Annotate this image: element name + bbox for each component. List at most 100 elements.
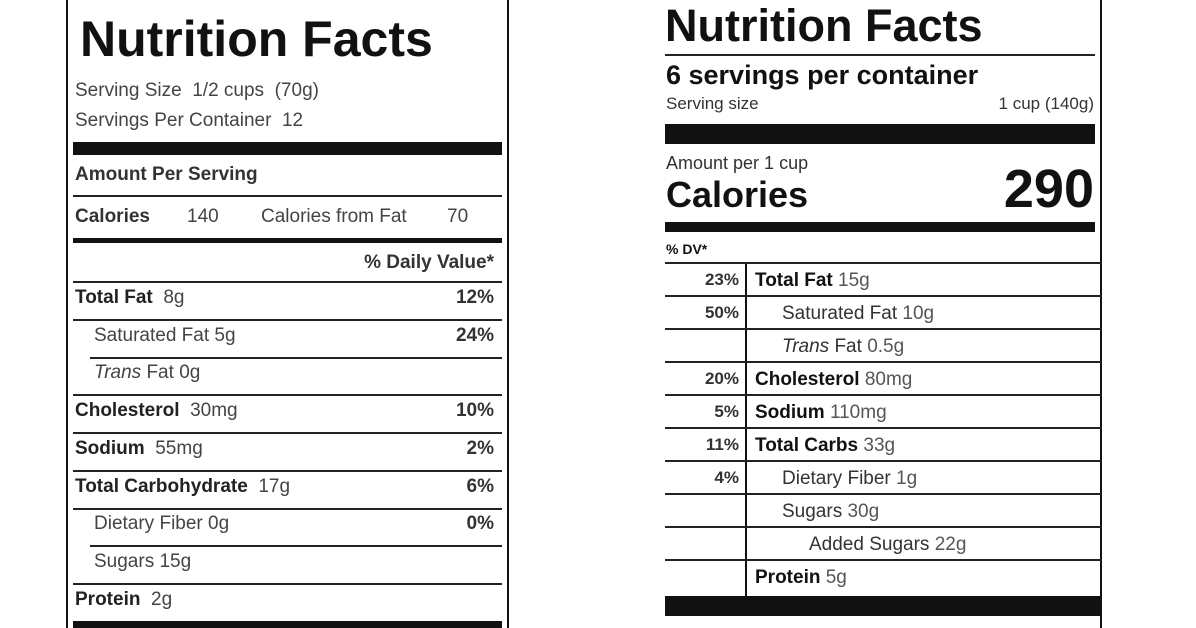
servings: 6 servings per container bbox=[666, 60, 979, 90]
amount-header: Amount Per Serving bbox=[75, 164, 258, 185]
nutrient-amount: 15g bbox=[838, 270, 870, 291]
rule bbox=[73, 469, 502, 472]
nutrient-row: Trans Fat 0.5g bbox=[782, 336, 904, 358]
dv-header: % Daily Value* bbox=[364, 252, 494, 273]
calories: 140 bbox=[187, 206, 219, 227]
nutrient-row: Saturated Fat 5g bbox=[94, 325, 236, 347]
nutrient-name: Protein bbox=[75, 588, 141, 610]
daily-value: 23% bbox=[704, 270, 739, 289]
amount-header: Amount per 1 cup bbox=[666, 153, 809, 173]
rule bbox=[90, 545, 502, 548]
nutrient-row: Sodium 55mg bbox=[75, 438, 203, 460]
thick-bar bbox=[73, 621, 502, 628]
nutrient-row: Added Sugars 22g bbox=[809, 534, 966, 556]
medium-bar bbox=[73, 238, 502, 243]
nutrient-amount: 5g bbox=[214, 324, 236, 346]
nutrient-row: Total Carbs 33g bbox=[755, 435, 895, 457]
rule bbox=[73, 319, 502, 321]
nutrient-name: Fat bbox=[146, 362, 174, 384]
nutrient-row: Cholesterol 30mg bbox=[75, 400, 238, 422]
nutrient-amount: 15g bbox=[159, 550, 192, 572]
nutrient-name: Total Carbohydrate bbox=[75, 475, 248, 497]
daily-value: 6% bbox=[466, 475, 494, 497]
nutrient-amount: 0.5g bbox=[867, 336, 905, 357]
rule bbox=[665, 493, 1102, 495]
nutrient-row: Dietary Fiber 1g bbox=[782, 468, 917, 490]
daily-value: 10% bbox=[455, 400, 494, 422]
daily-value: 20% bbox=[704, 369, 739, 388]
rule bbox=[73, 281, 502, 283]
border bbox=[1100, 0, 1102, 628]
daily-value: 12% bbox=[455, 287, 494, 308]
serving-size: 1 cup (140g) bbox=[998, 94, 1094, 113]
rule bbox=[665, 295, 1102, 297]
thick-bar bbox=[665, 222, 1095, 232]
daily-value: 5% bbox=[714, 402, 739, 421]
nutrient-name: Protein bbox=[755, 567, 821, 588]
rule bbox=[90, 356, 502, 359]
nutrient-amount: 5g bbox=[825, 567, 847, 588]
servings: Servings Per Container 12 bbox=[75, 110, 304, 131]
daily-value: 24% bbox=[455, 324, 494, 346]
nutrient-amount: 33g bbox=[863, 435, 896, 456]
thick-bar bbox=[665, 124, 1095, 144]
nutrient-row: Total Carbohydrate 17g bbox=[75, 476, 290, 498]
rule bbox=[665, 54, 1095, 56]
nutrient-amount: 1g bbox=[896, 468, 918, 489]
rule bbox=[73, 582, 502, 585]
rule bbox=[665, 262, 1102, 264]
rule bbox=[665, 427, 1102, 429]
nutrient-amount: 17g bbox=[258, 475, 291, 497]
rule bbox=[665, 328, 1102, 330]
nutrient-name: Total Fat bbox=[755, 270, 833, 291]
nutrient-name: Fat bbox=[834, 336, 862, 357]
daily-value: 0% bbox=[466, 513, 494, 535]
nutrient-italic: Trans bbox=[94, 362, 142, 384]
thick-bar bbox=[665, 596, 1102, 616]
nutrient-row: Sugars 15g bbox=[94, 551, 191, 573]
border bbox=[66, 0, 68, 628]
rule bbox=[73, 394, 502, 397]
nutrient-amount: 30mg bbox=[190, 400, 238, 422]
nutrient-name: Total Fat bbox=[75, 287, 153, 308]
thick-bar bbox=[73, 142, 502, 155]
nutrient-name: Cholesterol bbox=[75, 400, 180, 422]
rule bbox=[73, 432, 502, 435]
nutrient-amount: 55mg bbox=[155, 437, 203, 459]
rule bbox=[665, 460, 1102, 462]
nutrient-name: Dietary Fiber bbox=[94, 513, 203, 535]
column-rule bbox=[745, 263, 747, 596]
daily-value: 2% bbox=[466, 437, 494, 459]
rule bbox=[73, 507, 502, 510]
fat-calories-label: Calories from Fat bbox=[261, 206, 407, 227]
dv-header: % DV* bbox=[666, 241, 708, 257]
daily-value: 4% bbox=[714, 468, 739, 487]
nutrient-row: Dietary Fiber 0g bbox=[94, 513, 229, 535]
rule bbox=[73, 195, 502, 197]
nutrient-italic: Trans bbox=[782, 336, 830, 357]
rule bbox=[665, 361, 1102, 363]
nutrient-row: Saturated Fat 10g bbox=[782, 303, 934, 325]
rule bbox=[665, 394, 1102, 396]
nutrient-amount: 8g bbox=[163, 287, 185, 308]
nutrient-name: Added Sugars bbox=[809, 534, 930, 555]
serving-size-label: Serving size bbox=[666, 94, 759, 113]
fat-calories: 70 bbox=[447, 206, 469, 227]
nutrient-amount: 30g bbox=[847, 501, 880, 522]
nutrient-row: Cholesterol 80mg bbox=[755, 369, 912, 391]
rule bbox=[665, 526, 1102, 528]
nutrient-row: Sugars 30g bbox=[782, 501, 879, 523]
nutrient-name: Saturated Fat bbox=[782, 303, 898, 324]
rule bbox=[665, 559, 1102, 561]
nutrient-row: Protein 5g bbox=[755, 567, 847, 589]
nutrient-row: Sodium 110mg bbox=[755, 402, 887, 424]
serving-size: Serving Size 1/2 cups (70g) bbox=[75, 80, 319, 101]
nutrient-row: Total Fat 8g bbox=[75, 287, 184, 309]
nutrient-amount: 80mg bbox=[864, 369, 913, 390]
daily-value: 50% bbox=[704, 303, 739, 322]
nutrient-amount: 2g bbox=[151, 588, 173, 610]
calories-label: Calories bbox=[75, 206, 150, 227]
nutrient-amount: 110mg bbox=[829, 402, 887, 423]
border bbox=[507, 0, 509, 628]
